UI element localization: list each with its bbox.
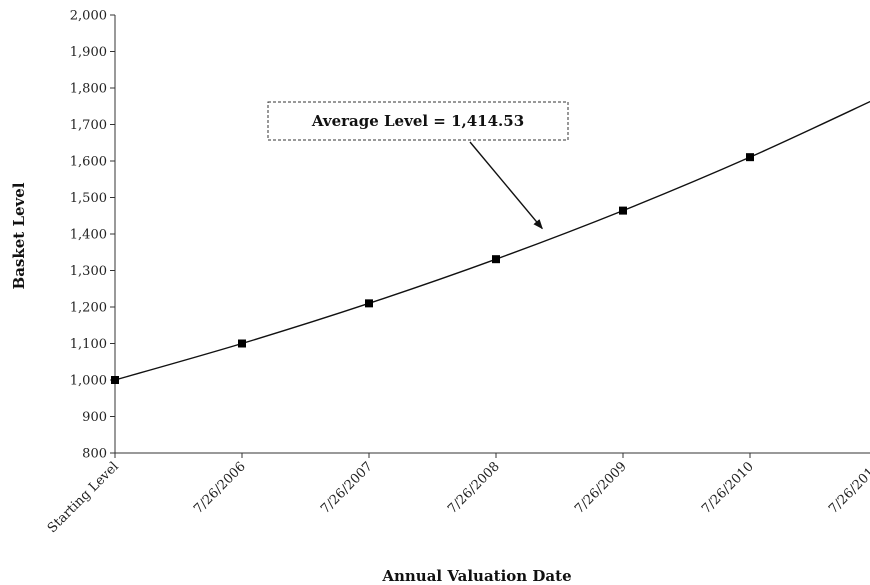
- y-axis: 800 900 1,000 1,100 1,200 1,300 1,400 1,500 1,60…: [70, 9, 116, 462]
- annotation-arrow: [469, 141, 543, 230]
- x-axis-title: Annual Valuation Date: [381, 567, 571, 585]
- y-tick-label: 1,000: [70, 374, 107, 389]
- y-tick-label: 1,300: [70, 264, 107, 279]
- data-point-marker: [238, 339, 246, 348]
- x-tick-label: 7/26/2008: [445, 459, 503, 517]
- y-tick-label: 2,000: [70, 9, 107, 24]
- x-tick-label: 7/26/2011: [826, 459, 870, 517]
- data-point-marker: [492, 255, 500, 264]
- y-tick-label: 1,900: [70, 45, 107, 60]
- series-line: [114, 100, 870, 381]
- y-tick-label: 1,700: [70, 118, 107, 133]
- x-tick-label: 7/26/2007: [318, 459, 376, 517]
- y-tick-label: 900: [82, 410, 107, 425]
- data-point-marker: [365, 299, 373, 308]
- x-tick-label: 7/26/2006: [191, 459, 249, 517]
- x-axis: Starting Level 7/26/2006 7/26/2007 7/26/200…: [45, 452, 870, 536]
- annotation-text: Average Level = 1,414.53: [311, 112, 524, 130]
- y-tick-label: 1,800: [70, 82, 107, 97]
- y-tick-label: 1,500: [70, 191, 107, 206]
- x-tick-label: Starting Level: [45, 459, 122, 536]
- y-tick-label: 1,100: [70, 337, 107, 352]
- y-axis-title: Basket Level: [10, 182, 28, 289]
- y-tick-label: 1,200: [70, 301, 107, 316]
- y-tick-label: 1,400: [70, 228, 107, 243]
- annotation-box: [267, 101, 569, 141]
- data-point-marker: [746, 153, 754, 162]
- data-point-marker: [619, 206, 627, 215]
- x-tick-label: 7/26/2009: [572, 459, 630, 517]
- annotation: Average Level = 1,414.53: [267, 101, 569, 230]
- data-point-marker: [111, 376, 119, 384]
- y-tick-label: 1,600: [70, 155, 107, 170]
- series-layer: [111, 100, 870, 384]
- y-tick-label: 800: [82, 447, 107, 462]
- x-tick-label: 7/26/2010: [699, 459, 757, 517]
